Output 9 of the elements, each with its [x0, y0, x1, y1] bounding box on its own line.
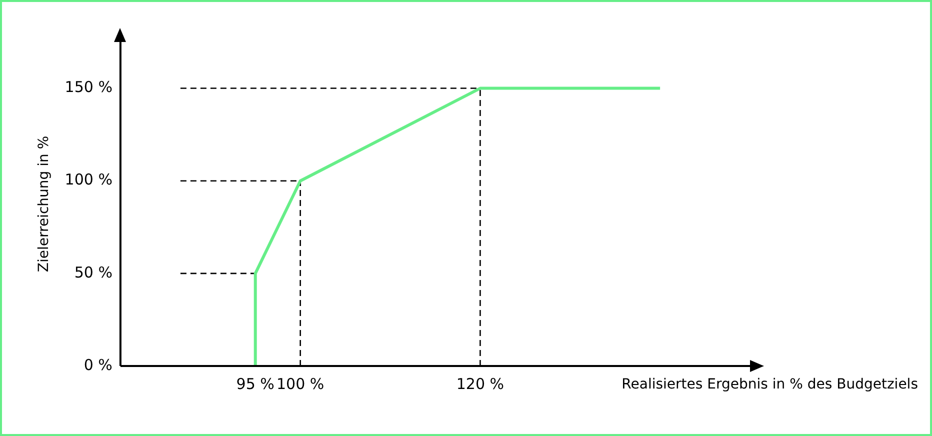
x-tick-label: 100 % [276, 374, 324, 393]
y-tick-label: 0 % [84, 356, 112, 374]
y-tick-label: 150 % [64, 78, 112, 96]
x-tick-label: 95 % [236, 374, 274, 393]
x-axis-title: Realisiertes Ergebnis in % des Budgetziels [622, 376, 918, 393]
y-axis-title: Zielerreichung in % [36, 136, 52, 272]
x-tick-label: 120 % [456, 374, 504, 393]
y-tick-label: 100 % [64, 170, 112, 189]
y-tick-label: 50 % [74, 263, 112, 282]
